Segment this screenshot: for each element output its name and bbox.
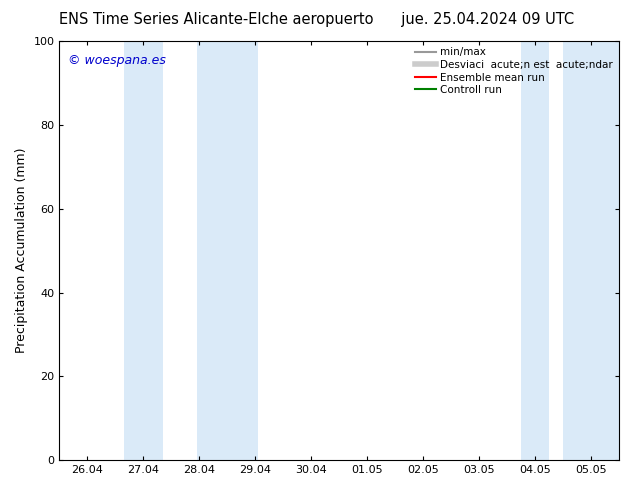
Text: ENS Time Series Alicante-Elche aeropuerto      jue. 25.04.2024 09 UTC: ENS Time Series Alicante-Elche aeropuert… xyxy=(60,12,574,27)
Text: © woespana.es: © woespana.es xyxy=(68,53,165,67)
Bar xyxy=(521,41,549,460)
Y-axis label: Precipitation Accumulation (mm): Precipitation Accumulation (mm) xyxy=(15,148,28,353)
Bar xyxy=(197,41,258,460)
Bar xyxy=(124,41,163,460)
Legend: min/max, Desviaci  acute;n est  acute;ndar, Ensemble mean run, Controll run: min/max, Desviaci acute;n est acute;ndar… xyxy=(411,43,617,99)
Bar xyxy=(563,41,619,460)
